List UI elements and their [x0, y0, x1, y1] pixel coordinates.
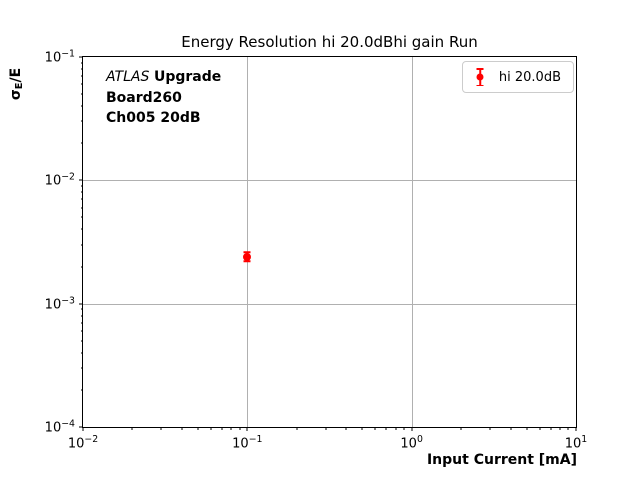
- x-minor-tick: [395, 427, 397, 430]
- annotation-atlas: ATLAS: [106, 69, 150, 85]
- x-minor-tick: [550, 427, 552, 430]
- annotation-upgrade: Upgrade: [153, 69, 222, 85]
- y-minor-tick: [80, 62, 83, 64]
- x-minor-tick: [374, 427, 376, 430]
- y-minor-tick: [80, 266, 83, 268]
- legend-errorbar-cap-top: [476, 68, 484, 70]
- y-gridline: [83, 180, 576, 182]
- y-minor-tick: [80, 185, 83, 187]
- y-minor-tick: [80, 330, 83, 332]
- x-axis-label: Input Current [mA]: [426, 452, 577, 468]
- y-major-tick: [79, 303, 83, 305]
- y-minor-tick: [80, 308, 83, 310]
- x-minor-tick: [403, 427, 405, 430]
- x-minor-tick: [489, 427, 491, 430]
- x-tick-label: 101: [564, 434, 588, 452]
- legend-marker-dot: [476, 73, 484, 81]
- y-minor-tick: [80, 315, 83, 317]
- x-major-tick: [82, 427, 84, 431]
- x-minor-tick: [539, 427, 541, 430]
- y-axis-label: σE/E: [8, 67, 26, 101]
- y-minor-tick: [80, 216, 83, 218]
- x-minor-tick: [325, 427, 327, 430]
- y-minor-tick: [80, 83, 83, 85]
- y-tick-label: 10−2: [44, 171, 75, 189]
- y-minor-tick: [80, 389, 83, 391]
- x-minor-tick: [221, 427, 223, 430]
- x-tick-label: 100: [400, 434, 423, 452]
- y-minor-tick: [80, 322, 83, 324]
- x-minor-tick: [197, 427, 199, 430]
- y-major-tick: [79, 56, 83, 58]
- legend-errorbar-marker-icon: [475, 68, 486, 86]
- annotation-line-3: Ch005 20dB: [106, 110, 201, 126]
- y-major-tick: [79, 179, 83, 181]
- x-minor-tick: [160, 427, 162, 430]
- y-axis-label-suffix: /E: [8, 67, 24, 83]
- legend-errorbar-cap-bottom: [476, 84, 484, 86]
- x-minor-tick: [361, 427, 363, 430]
- x-minor-tick: [559, 427, 561, 430]
- x-minor-tick: [460, 427, 462, 430]
- x-minor-tick: [181, 427, 183, 430]
- y-axis-label-symbol: σ: [8, 89, 24, 101]
- annotation-line-2: Board260: [106, 89, 182, 106]
- error-bar-cap: [243, 260, 251, 263]
- x-minor-tick: [131, 427, 133, 430]
- x-major-tick: [411, 427, 413, 431]
- y-minor-tick: [80, 105, 83, 107]
- y-minor-tick: [80, 198, 83, 200]
- y-axis-label-subscript: E: [14, 82, 26, 90]
- y-tick-label: 10−3: [44, 294, 75, 313]
- x-minor-tick: [510, 427, 512, 430]
- legend: hi 20.0dB: [461, 61, 574, 93]
- x-tick-label: 10−1: [232, 434, 263, 452]
- y-minor-tick: [80, 68, 83, 70]
- x-minor-tick: [345, 427, 347, 430]
- y-minor-tick: [80, 340, 83, 342]
- y-tick-label: 10−4: [44, 418, 75, 436]
- y-minor-tick: [80, 367, 83, 369]
- x-minor-tick: [526, 427, 528, 430]
- plot-area: ATLAS Upgrade Board260 Ch005 20dB 10−2 10−…: [45, 48, 588, 451]
- legend-label: hi 20.0dB: [498, 69, 561, 85]
- error-bar-cap: [243, 251, 251, 254]
- y-minor-tick: [80, 207, 83, 209]
- x-tick-label: 10−2: [67, 434, 99, 452]
- x-minor-tick: [230, 427, 232, 430]
- y-minor-tick: [80, 191, 83, 193]
- x-gridline: [247, 57, 249, 427]
- annotation: ATLAS Upgrade Board260 Ch005 20dB: [106, 67, 221, 129]
- y-minor-tick: [80, 75, 83, 77]
- y-tick-label: 10−1: [44, 48, 75, 66]
- x-major-tick: [246, 427, 248, 431]
- y-minor-tick: [80, 120, 83, 122]
- y-minor-tick: [80, 142, 83, 144]
- x-minor-tick: [296, 427, 298, 430]
- x-minor-tick: [239, 427, 241, 430]
- x-major-tick: [575, 427, 577, 431]
- y-major-tick: [79, 426, 83, 428]
- x-minor-tick: [210, 427, 212, 430]
- y-minor-tick: [80, 228, 83, 230]
- x-minor-tick: [567, 427, 569, 430]
- data-point: [243, 252, 252, 261]
- x-gridline: [411, 57, 413, 427]
- annotation-line-1: ATLAS Upgrade: [106, 67, 221, 88]
- x-minor-tick: [385, 427, 387, 430]
- y-gridline: [83, 303, 576, 305]
- y-minor-tick: [80, 93, 83, 95]
- chart-title: Energy Resolution hi 20.0dBhi gain Run: [181, 33, 478, 51]
- y-minor-tick: [80, 352, 83, 354]
- y-minor-tick: [80, 244, 83, 246]
